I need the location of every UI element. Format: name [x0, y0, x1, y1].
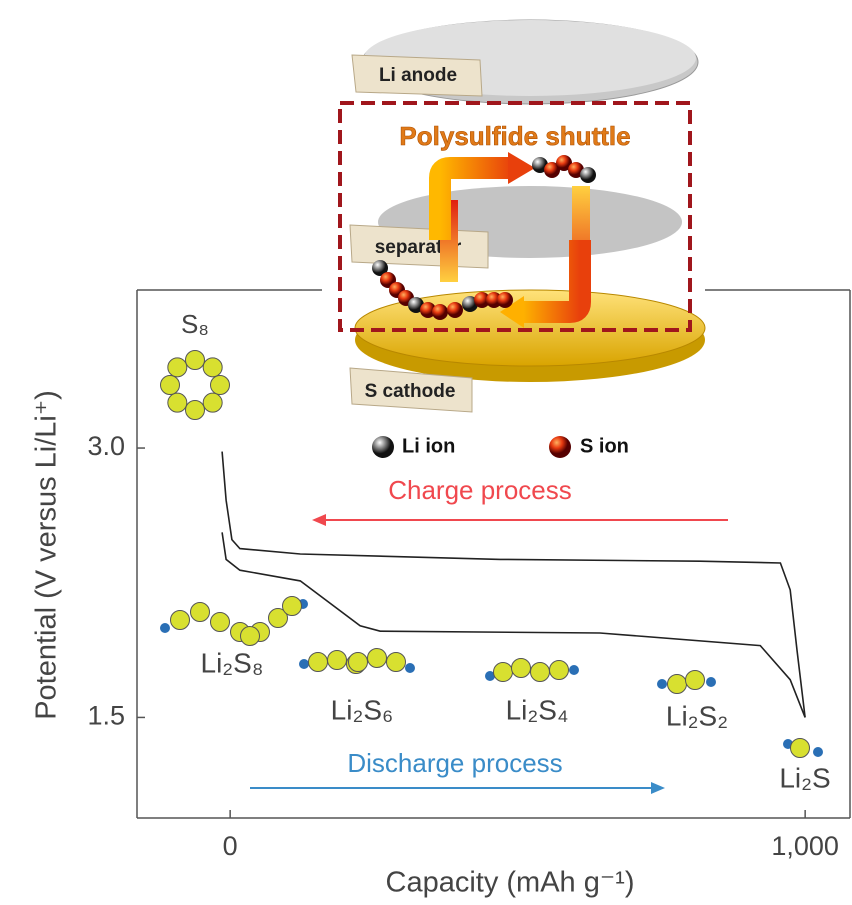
ion-icon [447, 302, 463, 318]
atom-li [405, 663, 415, 673]
x-axis-label: Capacity (mAh g⁻¹) [386, 867, 635, 899]
atom-s [283, 597, 302, 616]
li-ion-label: Li ion [402, 435, 455, 457]
molecule-label: Li₂S₂ [666, 700, 728, 731]
molecule-label: Li₂S₆ [331, 694, 394, 725]
atom-s [191, 603, 210, 622]
anode-label: Li anode [379, 65, 457, 86]
atom-s [211, 376, 230, 395]
diagram-title: Polysulfide shuttle [399, 121, 630, 151]
atom-s [203, 393, 222, 412]
atom-s [368, 649, 387, 668]
ion-icon [432, 304, 448, 320]
process-label: Charge process [388, 475, 572, 505]
atom-s [186, 401, 205, 420]
molecule-label: Li₂S₄ [506, 694, 569, 725]
x-tick-label: 0 [223, 831, 238, 861]
atom-li [569, 665, 579, 675]
atom-s [531, 663, 550, 682]
atom-s [241, 627, 260, 646]
y-tick-label: 1.5 [87, 701, 125, 731]
cathode-label: S cathode [365, 381, 456, 402]
atom-s [791, 739, 810, 758]
atom-li [160, 623, 170, 633]
atom-s [550, 661, 569, 680]
shuttle-diagram: Li anode separator S cathode Polysulfide… [340, 20, 705, 458]
atom-s [668, 675, 687, 694]
atom-s [168, 358, 187, 377]
atom-s [387, 653, 406, 672]
ion-icon [580, 167, 596, 183]
arrow-head [312, 514, 326, 526]
molecule-label: Li₂S₈ [201, 647, 264, 678]
atom-s [349, 653, 368, 672]
atom-s [168, 393, 187, 412]
y-axis-label: Potential (V versus Li/Li⁺) [31, 390, 63, 720]
atom-s [494, 663, 513, 682]
atom-li [299, 659, 309, 669]
molecule-label: Li₂S [779, 762, 830, 793]
process-label: Discharge process [347, 748, 562, 778]
molecule-label: S₈ [181, 309, 209, 339]
figure: Capacity (mAh g⁻¹) Potential (V versus L… [0, 0, 852, 900]
s-ion-label: S ion [580, 435, 629, 457]
y-tick-label: 3.0 [87, 431, 125, 461]
arrow-head [651, 782, 665, 794]
atom-s [686, 671, 705, 690]
atom-s [203, 358, 222, 377]
atom-s [328, 651, 347, 670]
x-tick-label: 1,000 [771, 831, 839, 861]
atom-s [161, 376, 180, 395]
atom-s [186, 351, 205, 370]
atom-li [657, 679, 667, 689]
atom-li [813, 747, 823, 757]
atom-s [512, 659, 531, 678]
atom-li [706, 677, 716, 687]
atom-s [211, 613, 230, 632]
ion-icon [497, 292, 513, 308]
atom-s [171, 611, 190, 630]
atom-s [309, 653, 328, 672]
